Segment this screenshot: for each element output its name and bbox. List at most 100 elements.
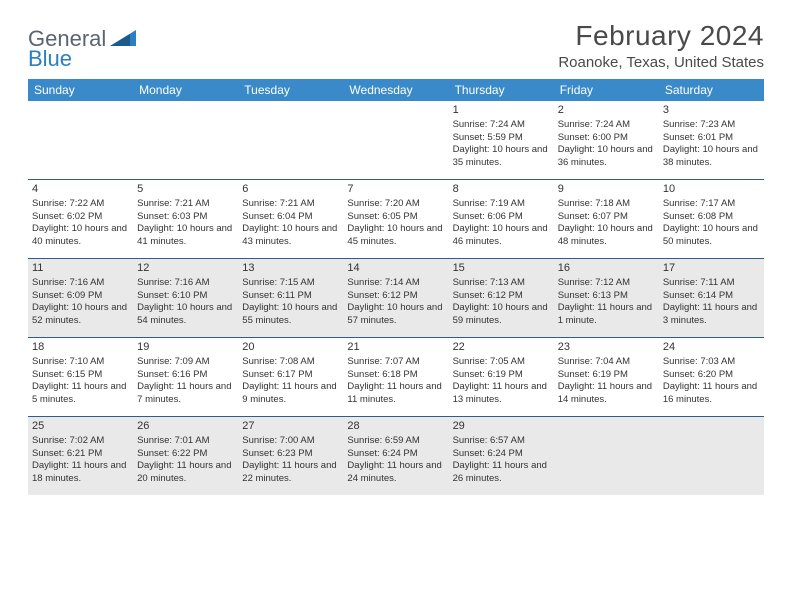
daylight-text: Daylight: 11 hours and 18 minutes. [32, 460, 129, 486]
sunset-text: Sunset: 6:12 PM [453, 290, 550, 303]
sunrise-text: Sunrise: 7:21 AM [242, 198, 339, 211]
calendar-body: 1Sunrise: 7:24 AMSunset: 5:59 PMDaylight… [28, 101, 764, 495]
daylight-text: Daylight: 10 hours and 45 minutes. [347, 223, 444, 249]
daylight-text: Daylight: 10 hours and 50 minutes. [663, 223, 760, 249]
sunrise-text: Sunrise: 7:23 AM [663, 119, 760, 132]
sunrise-text: Sunrise: 7:11 AM [663, 277, 760, 290]
daylight-text: Daylight: 11 hours and 22 minutes. [242, 460, 339, 486]
location-subtitle: Roanoke, Texas, United States [558, 54, 764, 71]
calendar-day-cell [28, 101, 133, 179]
daylight-text: Daylight: 11 hours and 14 minutes. [558, 381, 655, 407]
day-number: 9 [558, 182, 655, 197]
calendar-day-cell: 22Sunrise: 7:05 AMSunset: 6:19 PMDayligh… [449, 338, 554, 416]
day-number: 27 [242, 419, 339, 434]
weekday-header: Saturday [659, 79, 764, 101]
daylight-text: Daylight: 11 hours and 7 minutes. [137, 381, 234, 407]
daylight-text: Daylight: 10 hours and 35 minutes. [453, 144, 550, 170]
calendar-day-cell: 13Sunrise: 7:15 AMSunset: 6:11 PMDayligh… [238, 259, 343, 337]
sunset-text: Sunset: 6:17 PM [242, 369, 339, 382]
sunrise-text: Sunrise: 7:15 AM [242, 277, 339, 290]
day-number: 11 [32, 261, 129, 276]
calendar-day-cell: 9Sunrise: 7:18 AMSunset: 6:07 PMDaylight… [554, 180, 659, 258]
weekday-header: Thursday [449, 79, 554, 101]
calendar-day-cell [554, 417, 659, 495]
sunrise-text: Sunrise: 7:18 AM [558, 198, 655, 211]
calendar-day-cell: 2Sunrise: 7:24 AMSunset: 6:00 PMDaylight… [554, 101, 659, 179]
daylight-text: Daylight: 11 hours and 20 minutes. [137, 460, 234, 486]
sunrise-text: Sunrise: 7:24 AM [453, 119, 550, 132]
sunset-text: Sunset: 6:20 PM [663, 369, 760, 382]
calendar-day-cell: 26Sunrise: 7:01 AMSunset: 6:22 PMDayligh… [133, 417, 238, 495]
calendar-day-cell: 8Sunrise: 7:19 AMSunset: 6:06 PMDaylight… [449, 180, 554, 258]
calendar-week-row: 1Sunrise: 7:24 AMSunset: 5:59 PMDaylight… [28, 101, 764, 180]
sunset-text: Sunset: 6:05 PM [347, 211, 444, 224]
calendar-day-cell: 25Sunrise: 7:02 AMSunset: 6:21 PMDayligh… [28, 417, 133, 495]
calendar-day-cell: 1Sunrise: 7:24 AMSunset: 5:59 PMDaylight… [449, 101, 554, 179]
calendar-day-cell: 10Sunrise: 7:17 AMSunset: 6:08 PMDayligh… [659, 180, 764, 258]
sunset-text: Sunset: 6:23 PM [242, 448, 339, 461]
day-number: 29 [453, 419, 550, 434]
day-number: 25 [32, 419, 129, 434]
calendar-day-cell: 17Sunrise: 7:11 AMSunset: 6:14 PMDayligh… [659, 259, 764, 337]
daylight-text: Daylight: 10 hours and 48 minutes. [558, 223, 655, 249]
sunrise-text: Sunrise: 7:04 AM [558, 356, 655, 369]
sunrise-text: Sunrise: 7:14 AM [347, 277, 444, 290]
sunrise-text: Sunrise: 7:22 AM [32, 198, 129, 211]
day-number: 22 [453, 340, 550, 355]
calendar: Sunday Monday Tuesday Wednesday Thursday… [28, 79, 764, 495]
day-number: 3 [663, 103, 760, 118]
page-header: General February 2024 Roanoke, Texas, Un… [28, 20, 764, 71]
day-number: 5 [137, 182, 234, 197]
calendar-day-cell: 27Sunrise: 7:00 AMSunset: 6:23 PMDayligh… [238, 417, 343, 495]
sunset-text: Sunset: 6:03 PM [137, 211, 234, 224]
sunrise-text: Sunrise: 7:20 AM [347, 198, 444, 211]
calendar-day-cell: 15Sunrise: 7:13 AMSunset: 6:12 PMDayligh… [449, 259, 554, 337]
daylight-text: Daylight: 10 hours and 40 minutes. [32, 223, 129, 249]
sunrise-text: Sunrise: 7:13 AM [453, 277, 550, 290]
calendar-day-cell: 11Sunrise: 7:16 AMSunset: 6:09 PMDayligh… [28, 259, 133, 337]
daylight-text: Daylight: 10 hours and 41 minutes. [137, 223, 234, 249]
sunset-text: Sunset: 6:22 PM [137, 448, 234, 461]
sunrise-text: Sunrise: 7:01 AM [137, 435, 234, 448]
calendar-day-cell: 19Sunrise: 7:09 AMSunset: 6:16 PMDayligh… [133, 338, 238, 416]
title-block: February 2024 Roanoke, Texas, United Sta… [558, 20, 764, 71]
sunrise-text: Sunrise: 7:07 AM [347, 356, 444, 369]
daylight-text: Daylight: 11 hours and 26 minutes. [453, 460, 550, 486]
calendar-day-cell [133, 101, 238, 179]
sunrise-text: Sunrise: 7:12 AM [558, 277, 655, 290]
calendar-day-cell [659, 417, 764, 495]
sunrise-text: Sunrise: 7:16 AM [32, 277, 129, 290]
day-number: 24 [663, 340, 760, 355]
weekday-header: Wednesday [343, 79, 448, 101]
sunset-text: Sunset: 6:09 PM [32, 290, 129, 303]
sunrise-text: Sunrise: 7:02 AM [32, 435, 129, 448]
sunset-text: Sunset: 6:18 PM [347, 369, 444, 382]
sunset-text: Sunset: 6:12 PM [347, 290, 444, 303]
sunset-text: Sunset: 6:24 PM [347, 448, 444, 461]
daylight-text: Daylight: 10 hours and 43 minutes. [242, 223, 339, 249]
sunset-text: Sunset: 6:06 PM [453, 211, 550, 224]
sunset-text: Sunset: 6:10 PM [137, 290, 234, 303]
sunset-text: Sunset: 5:59 PM [453, 132, 550, 145]
daylight-text: Daylight: 10 hours and 38 minutes. [663, 144, 760, 170]
sunset-text: Sunset: 6:13 PM [558, 290, 655, 303]
day-number: 17 [663, 261, 760, 276]
daylight-text: Daylight: 10 hours and 46 minutes. [453, 223, 550, 249]
daylight-text: Daylight: 11 hours and 16 minutes. [663, 381, 760, 407]
sunset-text: Sunset: 6:00 PM [558, 132, 655, 145]
daylight-text: Daylight: 11 hours and 9 minutes. [242, 381, 339, 407]
daylight-text: Daylight: 10 hours and 36 minutes. [558, 144, 655, 170]
day-number: 19 [137, 340, 234, 355]
calendar-day-cell: 7Sunrise: 7:20 AMSunset: 6:05 PMDaylight… [343, 180, 448, 258]
day-number: 7 [347, 182, 444, 197]
day-number: 28 [347, 419, 444, 434]
daylight-text: Daylight: 11 hours and 11 minutes. [347, 381, 444, 407]
calendar-day-cell: 5Sunrise: 7:21 AMSunset: 6:03 PMDaylight… [133, 180, 238, 258]
logo-triangle-icon [110, 24, 136, 46]
sunrise-text: Sunrise: 7:05 AM [453, 356, 550, 369]
calendar-day-cell: 18Sunrise: 7:10 AMSunset: 6:15 PMDayligh… [28, 338, 133, 416]
calendar-header-row: Sunday Monday Tuesday Wednesday Thursday… [28, 79, 764, 101]
month-title: February 2024 [558, 20, 764, 52]
calendar-day-cell: 24Sunrise: 7:03 AMSunset: 6:20 PMDayligh… [659, 338, 764, 416]
sunrise-text: Sunrise: 7:16 AM [137, 277, 234, 290]
